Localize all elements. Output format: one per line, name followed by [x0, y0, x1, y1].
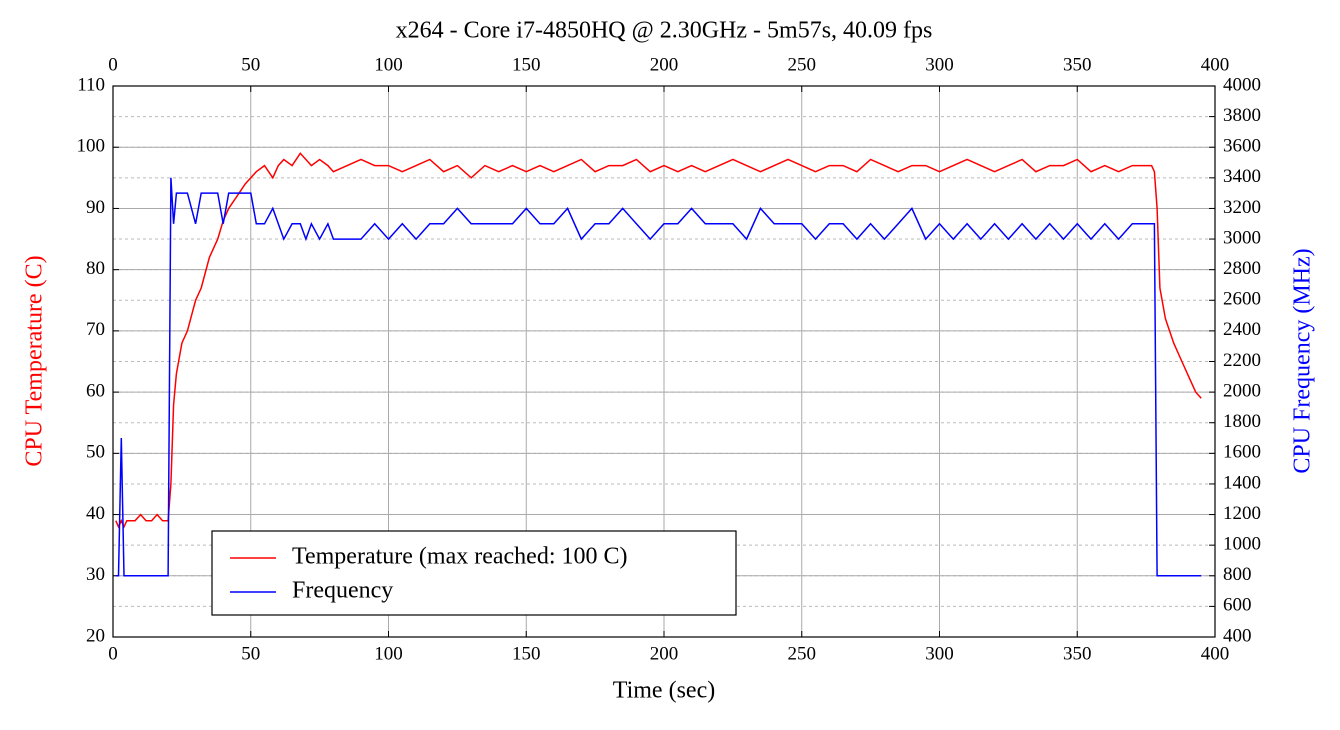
- x-tick-label: 400: [1201, 643, 1230, 664]
- y2-tick-label: 3600: [1223, 136, 1261, 157]
- x-tick-label-top: 250: [788, 54, 817, 75]
- y-tick-label: 90: [86, 197, 105, 218]
- y2-axis-label: CPU Frequency (MHz): [1290, 248, 1316, 473]
- y-tick-label: 70: [86, 319, 105, 340]
- x-tick-label-top: 400: [1201, 54, 1230, 75]
- x-tick-label: 100: [374, 643, 403, 664]
- y2-tick-label: 3000: [1223, 227, 1261, 248]
- legend-box: [211, 530, 737, 616]
- x-tick-label-top: 300: [925, 54, 954, 75]
- y2-tick-label: 2200: [1223, 350, 1261, 371]
- x-tick-label: 350: [1063, 643, 1092, 664]
- y2-tick-label: 2400: [1223, 319, 1261, 340]
- y2-tick-label: 3400: [1223, 166, 1261, 187]
- x-tick-label-top: 150: [512, 54, 541, 75]
- x-tick-label: 50: [241, 643, 260, 664]
- y2-tick-label: 3200: [1223, 197, 1261, 218]
- y-tick-label: 80: [86, 258, 105, 279]
- y2-tick-label: 800: [1223, 564, 1252, 585]
- y-tick-label: 110: [77, 74, 105, 95]
- x-tick-label-top: 200: [650, 54, 679, 75]
- y2-tick-label: 1600: [1223, 442, 1261, 463]
- y-tick-label: 20: [86, 625, 105, 646]
- series-line: [115, 177, 1202, 577]
- legend-label: Temperature (max reached: 100 C): [292, 544, 628, 570]
- x-tick-label-top: 100: [374, 54, 403, 75]
- x-tick-label: 150: [512, 643, 541, 664]
- y2-tick-label: 2800: [1223, 258, 1261, 279]
- x-tick-label: 200: [650, 643, 679, 664]
- y-tick-label: 30: [86, 564, 105, 585]
- y-tick-label: 50: [86, 442, 105, 463]
- x-tick-label-top: 0: [108, 54, 118, 75]
- x-tick-label: 0: [108, 643, 118, 664]
- legend-label: Frequency: [292, 578, 393, 604]
- x-tick-label-top: 350: [1063, 54, 1092, 75]
- plot-frame: [112, 85, 1216, 638]
- x-tick-label: 300: [925, 643, 954, 664]
- series-line: [115, 152, 1202, 529]
- y2-tick-label: 2000: [1223, 380, 1261, 401]
- x-axis-label: Time (sec): [613, 678, 715, 704]
- x-tick-label: 250: [788, 643, 817, 664]
- y2-tick-label: 1000: [1223, 534, 1261, 555]
- x-tick-label-top: 50: [241, 54, 260, 75]
- chart-title: x264 - Core i7-4850HQ @ 2.30GHz - 5m57s,…: [396, 18, 933, 44]
- y2-tick-label: 1200: [1223, 503, 1261, 524]
- y2-tick-label: 400: [1223, 625, 1252, 646]
- y2-tick-label: 600: [1223, 595, 1252, 616]
- y2-tick-label: 4000: [1223, 74, 1261, 95]
- y-tick-label: 40: [86, 503, 105, 524]
- y2-tick-label: 1400: [1223, 472, 1261, 493]
- y-tick-label: 60: [86, 380, 105, 401]
- y-axis-label: CPU Temperature (C): [22, 255, 48, 466]
- y2-tick-label: 1800: [1223, 411, 1261, 432]
- y2-tick-label: 3800: [1223, 105, 1261, 126]
- y2-tick-label: 2600: [1223, 289, 1261, 310]
- y-tick-label: 100: [77, 136, 106, 157]
